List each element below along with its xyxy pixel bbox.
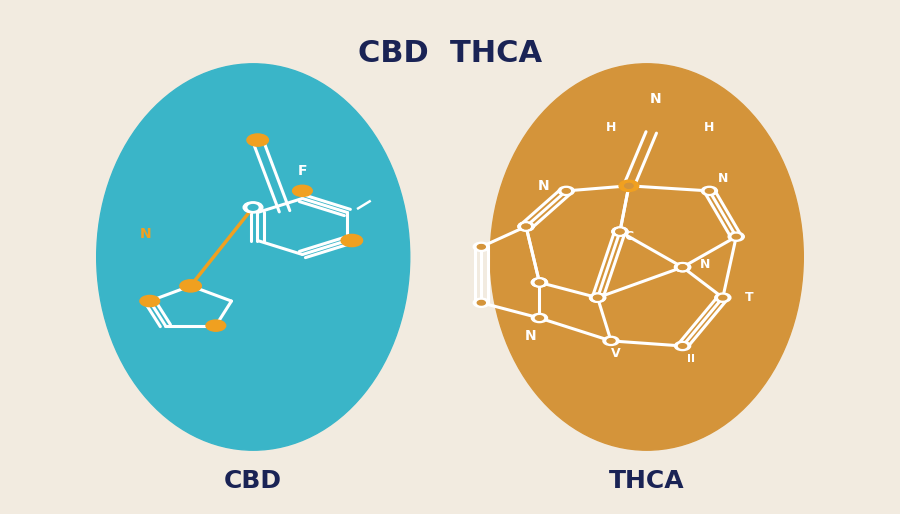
Circle shape [531, 278, 547, 287]
Circle shape [607, 339, 615, 343]
Circle shape [674, 263, 690, 272]
Circle shape [733, 234, 740, 239]
Circle shape [616, 229, 624, 234]
Circle shape [531, 314, 547, 323]
Text: N: N [699, 258, 710, 271]
Text: CBD  THCA: CBD THCA [358, 39, 542, 68]
Circle shape [674, 341, 690, 351]
Circle shape [518, 222, 534, 231]
Circle shape [594, 296, 601, 300]
Circle shape [621, 181, 637, 190]
Circle shape [674, 263, 690, 272]
Circle shape [728, 232, 744, 241]
Circle shape [531, 278, 547, 287]
Text: N: N [538, 179, 550, 193]
Circle shape [248, 205, 258, 210]
Circle shape [536, 280, 544, 285]
Text: C: C [625, 230, 634, 243]
Circle shape [706, 189, 714, 193]
Ellipse shape [96, 64, 410, 450]
Text: T: T [745, 291, 754, 304]
Circle shape [243, 202, 263, 213]
Text: F: F [298, 163, 307, 177]
Circle shape [477, 245, 485, 249]
Circle shape [522, 224, 530, 229]
Circle shape [477, 301, 485, 305]
Circle shape [619, 180, 639, 191]
Circle shape [679, 265, 687, 269]
Circle shape [536, 280, 544, 285]
Circle shape [679, 265, 687, 269]
Text: H: H [606, 121, 616, 134]
Text: N: N [525, 329, 536, 343]
Circle shape [679, 344, 687, 348]
Circle shape [473, 242, 490, 251]
Circle shape [625, 183, 633, 188]
Text: N: N [140, 227, 152, 241]
Circle shape [180, 280, 202, 292]
Circle shape [603, 336, 619, 345]
Circle shape [590, 293, 606, 302]
Text: V: V [611, 347, 620, 360]
Circle shape [562, 189, 571, 193]
Circle shape [247, 134, 268, 146]
Text: N: N [717, 172, 728, 185]
Circle shape [621, 181, 637, 190]
Text: N: N [650, 93, 662, 106]
Circle shape [522, 224, 530, 229]
Circle shape [292, 185, 312, 196]
Circle shape [206, 320, 226, 331]
Text: II: II [688, 354, 696, 364]
Circle shape [612, 227, 628, 236]
Circle shape [558, 187, 574, 195]
Circle shape [612, 227, 628, 236]
Text: CBD: CBD [224, 469, 283, 493]
Ellipse shape [491, 64, 804, 450]
Text: THCA: THCA [609, 469, 685, 493]
Circle shape [715, 293, 731, 302]
Circle shape [594, 296, 601, 300]
Circle shape [473, 298, 490, 307]
Circle shape [701, 187, 717, 195]
Circle shape [341, 234, 363, 247]
Circle shape [719, 296, 727, 300]
Circle shape [536, 316, 544, 320]
Circle shape [625, 183, 633, 188]
Circle shape [140, 296, 159, 307]
Circle shape [518, 222, 534, 231]
Circle shape [616, 229, 624, 234]
Text: H: H [704, 121, 715, 134]
Circle shape [590, 293, 606, 302]
